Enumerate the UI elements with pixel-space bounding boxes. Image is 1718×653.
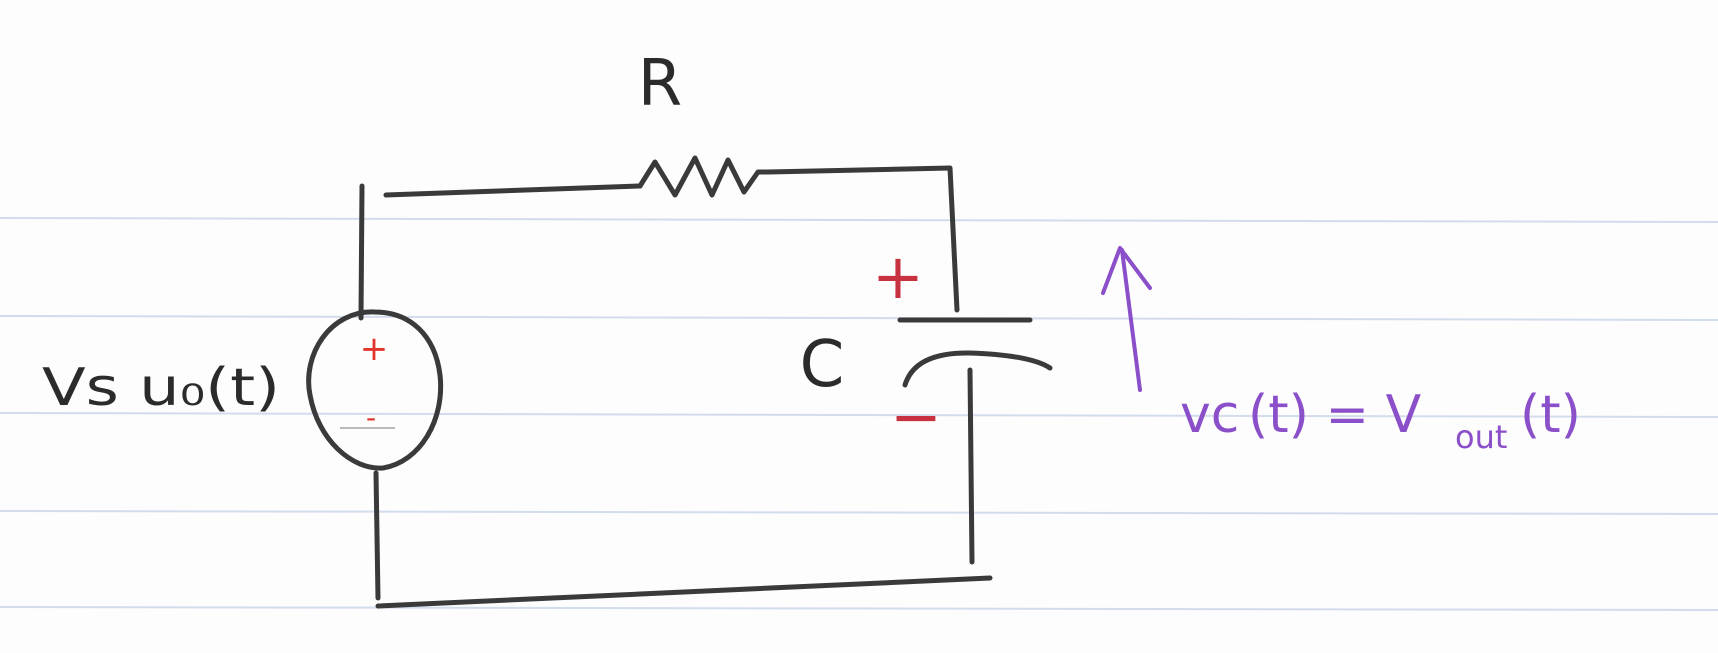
circuit-wires: [358, 165, 993, 609]
output-subscript-text: out: [1455, 418, 1507, 456]
left-top-wire: [358, 183, 365, 321]
capacitor-plus-sign: +: [872, 240, 924, 313]
right-bottom-wire: [967, 367, 975, 565]
top-left-wire: [383, 183, 643, 198]
output-vc-text: vc: [1180, 385, 1239, 445]
left-bottom-wire: [373, 470, 381, 601]
capacitor-symbol: [897, 317, 1053, 388]
bottom-wire: [375, 575, 993, 609]
capacitor-label: C: [800, 328, 845, 402]
source-minus-sign: -: [366, 401, 376, 434]
resistor-label: R: [638, 47, 682, 121]
output-arrow-icon: [1101, 246, 1152, 392]
capacitor-bottom-plate: [902, 350, 1053, 388]
output-t-text: (t): [1520, 385, 1581, 445]
top-right-wire: [765, 165, 960, 313]
resistor-zigzag: [637, 155, 771, 198]
output-voltage-label: vc (t) = V out (t): [1180, 385, 1581, 456]
capacitor-minus-sign: −: [890, 380, 942, 453]
ruled-lines: [0, 217, 1718, 611]
output-equation-text: (t) = V: [1248, 385, 1422, 445]
voltage-source-circle: [306, 309, 444, 471]
source-plus-sign: +: [360, 329, 389, 369]
source-label: Vs u₀(t): [42, 358, 280, 418]
